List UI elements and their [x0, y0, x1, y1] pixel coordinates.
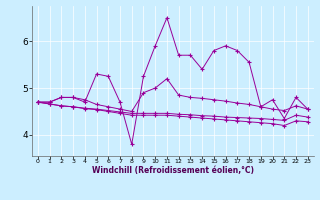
X-axis label: Windchill (Refroidissement éolien,°C): Windchill (Refroidissement éolien,°C) — [92, 166, 254, 175]
